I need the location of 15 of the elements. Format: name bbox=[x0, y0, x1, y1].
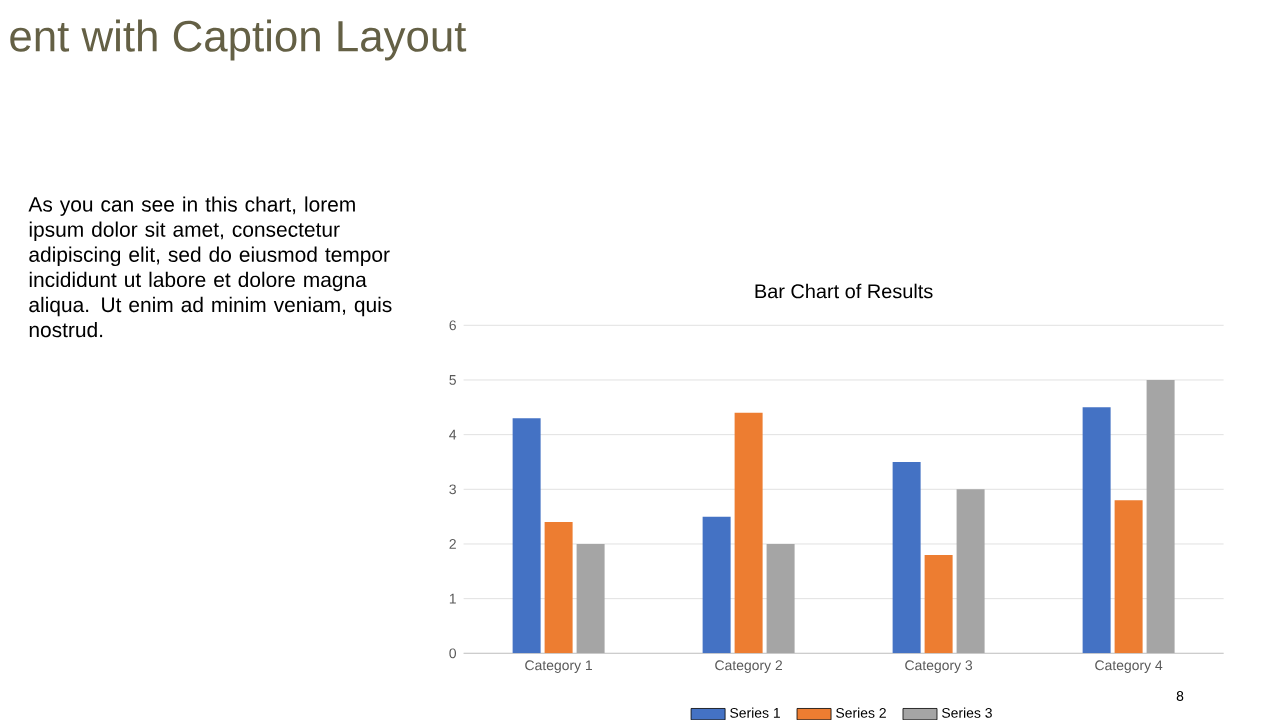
chart-title: Bar Chart of Results bbox=[755, 283, 933, 299]
bar bbox=[576, 543, 605, 654]
bar bbox=[1082, 407, 1111, 654]
bar bbox=[1114, 500, 1143, 654]
bar bbox=[544, 522, 573, 654]
bar bbox=[512, 418, 541, 654]
text: As you can see in this chart, lorem ipsum dolor sit amet, consectetur adipiscing elit, sed do eiusmod tempor incididunt ut labore et dolore magna aliqua. Ut enim ad minim veniam, quis nostrud. bbox=[28, 196, 392, 338]
bar bbox=[1146, 379, 1175, 654]
bar bbox=[924, 554, 953, 654]
bar bbox=[956, 489, 985, 654]
bar bbox=[766, 543, 795, 654]
text: ent with Caption Layout bbox=[10, 19, 467, 61]
bar bbox=[702, 516, 731, 654]
bar bbox=[892, 461, 921, 654]
bar bbox=[734, 412, 763, 654]
